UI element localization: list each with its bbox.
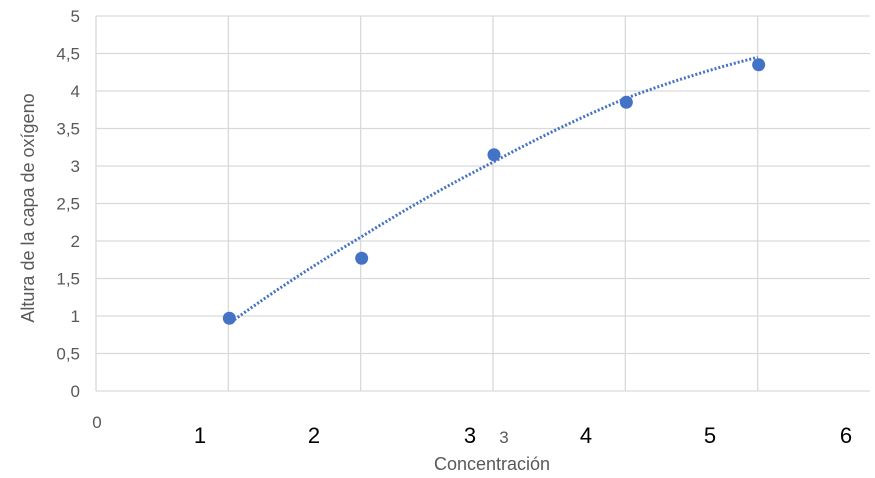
x-tick-label: 4 (580, 423, 592, 448)
x-tick-label: 3 (499, 428, 508, 447)
y-tick-label: 1 (71, 307, 80, 326)
x-tick-label: 2 (308, 423, 320, 448)
y-tick-label: 2 (71, 232, 80, 251)
grid-lines (95, 15, 870, 392)
y-tick-label: 3,5 (56, 120, 80, 139)
x-tick-label: 3 (464, 423, 476, 448)
data-point (222, 311, 236, 325)
data-points (222, 58, 766, 325)
x-tick-labels: 0 1 2 3 3 4 5 6 (92, 413, 852, 448)
data-point (487, 148, 501, 162)
data-point (355, 251, 369, 265)
x-tick-label: 1 (194, 423, 206, 448)
y-tick-labels: 0 0,5 1 1,5 2 2,5 3 3,5 4 4,5 5 (56, 7, 80, 401)
y-tick-label: 1,5 (56, 270, 80, 289)
x-tick-label: 0 (92, 413, 101, 432)
trendline (233, 55, 759, 321)
x-tick-label: 6 (840, 423, 852, 448)
y-axis-title: Altura de la capa de oxígeno (18, 93, 38, 322)
trendline-group (233, 55, 759, 321)
y-tick-label: 3 (71, 157, 80, 176)
y-tick-label: 4,5 (56, 45, 80, 64)
y-tick-label: 5 (71, 7, 80, 26)
x-axis-title: Concentración (434, 454, 550, 474)
data-point (619, 95, 633, 109)
y-tick-label: 0,5 (56, 345, 80, 364)
y-tick-label: 4 (71, 82, 80, 101)
data-point (752, 58, 766, 72)
y-tick-label: 2,5 (56, 195, 80, 214)
x-tick-label: 5 (704, 423, 716, 448)
y-tick-label: 0 (71, 382, 80, 401)
